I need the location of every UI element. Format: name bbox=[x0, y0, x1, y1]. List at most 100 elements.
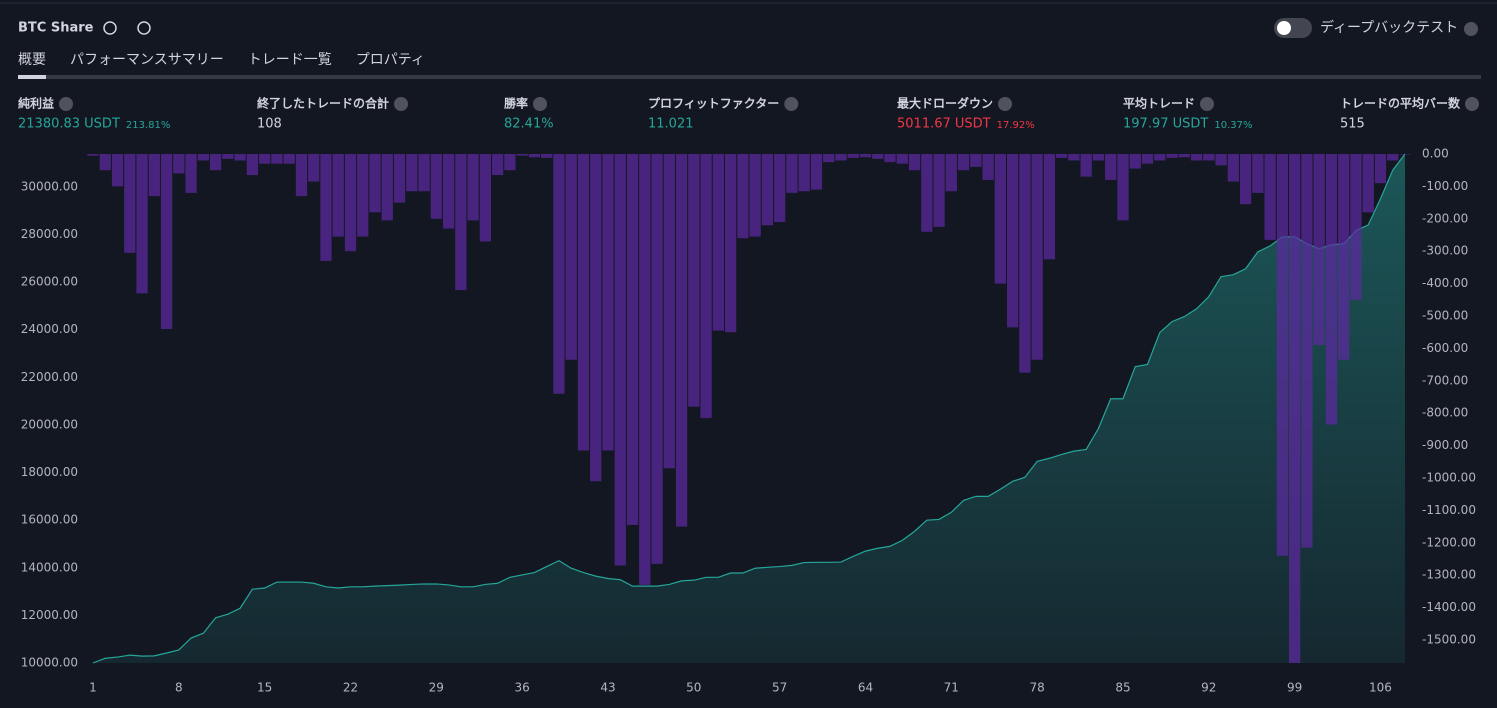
y-tick-label: 20000.00 bbox=[21, 417, 78, 431]
y-tick-label: 26000.00 bbox=[21, 275, 78, 289]
drawdown-bar bbox=[577, 154, 590, 451]
metric-label: 勝率 bbox=[504, 96, 528, 111]
metric-value: 197.97 USDT bbox=[1123, 117, 1208, 132]
drawdown-bar bbox=[675, 154, 688, 527]
info-icon[interactable] bbox=[784, 97, 799, 111]
drawdown-bar bbox=[528, 154, 541, 158]
x-tick-label: 29 bbox=[429, 681, 444, 695]
x-tick-label: 50 bbox=[686, 681, 701, 695]
drawdown-bar bbox=[1289, 154, 1301, 663]
y2-tick-label: -700.00 bbox=[1422, 373, 1468, 387]
drawdown-bar bbox=[1301, 154, 1313, 548]
drawdown-bar bbox=[1056, 154, 1068, 158]
drawdown-bar bbox=[160, 154, 173, 329]
metric-value: 5011.67 USDT bbox=[897, 117, 991, 132]
y2-tick-label: -800.00 bbox=[1422, 406, 1468, 420]
drawdown-bar bbox=[1129, 154, 1141, 169]
drawdown-bar bbox=[810, 154, 823, 190]
y-tick-label: 28000.00 bbox=[21, 227, 78, 241]
drawdown-bar bbox=[1080, 154, 1092, 177]
drawdown-bar bbox=[945, 154, 957, 192]
drawdown-bar bbox=[651, 154, 663, 564]
drawdown-bar bbox=[1166, 154, 1178, 158]
drawdown-bar bbox=[332, 154, 344, 237]
drawdown-bar bbox=[369, 154, 381, 213]
drawdown-bar bbox=[209, 154, 222, 171]
metric-value: 21380.83 USDT bbox=[18, 117, 120, 132]
metric-value: 108 bbox=[257, 117, 282, 132]
drawdown-bar bbox=[1264, 154, 1276, 240]
y2-tick-label: -500.00 bbox=[1422, 308, 1468, 322]
info-icon[interactable] bbox=[394, 97, 409, 111]
y2-tick-label: -1100.00 bbox=[1422, 503, 1476, 517]
drawdown-bar bbox=[663, 154, 675, 469]
drawdown-bar bbox=[1043, 154, 1056, 260]
drawdown-bar bbox=[516, 154, 528, 156]
drawdown-bar bbox=[884, 154, 896, 163]
drawdown-bar bbox=[1350, 154, 1362, 300]
info-icon[interactable] bbox=[998, 97, 1013, 111]
tab[interactable]: トレード一覧 bbox=[248, 51, 332, 68]
drawdown-bar bbox=[455, 154, 467, 291]
info-icon[interactable] bbox=[59, 97, 74, 111]
y-tick-label: 10000.00 bbox=[21, 656, 78, 670]
drawdown-bar bbox=[1276, 154, 1289, 556]
strategy-title[interactable]: BTC Share bbox=[18, 21, 94, 36]
y-tick-label: 14000.00 bbox=[21, 560, 78, 574]
alert-icon[interactable] bbox=[137, 21, 151, 35]
y2-tick-label: -1000.00 bbox=[1422, 470, 1476, 484]
info-icon[interactable] bbox=[1465, 97, 1480, 111]
y-tick-label: 18000.00 bbox=[21, 465, 78, 479]
drawdown-bar bbox=[712, 154, 724, 331]
metric-value: 11.021 bbox=[648, 117, 694, 132]
tab[interactable]: プロパティ bbox=[356, 52, 425, 68]
drawdown-bar bbox=[87, 154, 99, 156]
info-icon[interactable] bbox=[1200, 97, 1215, 111]
tab[interactable]: パフォーマンスサマリー bbox=[70, 52, 224, 68]
info-icon[interactable] bbox=[533, 97, 548, 111]
drawdown-bar bbox=[418, 154, 430, 192]
drawdown-bar bbox=[970, 154, 982, 167]
drawdown-bar bbox=[774, 154, 786, 223]
drawdown-bar bbox=[295, 154, 308, 197]
drawdown-bar bbox=[798, 154, 810, 192]
y-tick-label: 22000.00 bbox=[21, 370, 78, 384]
drawdown-bar bbox=[688, 154, 700, 407]
drawdown-bar bbox=[933, 154, 945, 227]
metric-label: 終了したトレードの合計 bbox=[257, 96, 389, 111]
metric-value: 82.41% bbox=[504, 117, 554, 132]
x-tick-label: 78 bbox=[1030, 681, 1045, 695]
help-icon[interactable] bbox=[1464, 22, 1478, 36]
tab[interactable]: 概要 bbox=[18, 52, 46, 68]
drawdown-bar bbox=[430, 154, 442, 219]
drawdown-bar bbox=[1117, 154, 1129, 221]
metric-label: トレードの平均バー数 bbox=[1340, 96, 1461, 111]
drawdown-bar bbox=[700, 154, 712, 419]
drawdown-bar bbox=[1092, 154, 1105, 161]
drawdown-bar bbox=[872, 154, 884, 159]
drawdown-bar bbox=[344, 154, 357, 252]
drawdown-bar bbox=[1313, 154, 1325, 346]
y2-tick-label: -1200.00 bbox=[1422, 535, 1476, 549]
metric-value: 515 bbox=[1340, 117, 1365, 132]
drawdown-bar bbox=[467, 154, 479, 221]
drawdown-bar bbox=[492, 154, 504, 176]
drawdown-bar bbox=[99, 154, 111, 171]
drawdown-bar bbox=[737, 154, 749, 239]
metric-label: 純利益 bbox=[18, 96, 54, 111]
drawdown-bar bbox=[406, 154, 418, 192]
x-tick-label: 106 bbox=[1369, 681, 1392, 695]
drawdown-bar bbox=[614, 154, 626, 566]
y-tick-label: 16000.00 bbox=[21, 513, 78, 527]
x-tick-label: 36 bbox=[515, 681, 530, 695]
y2-tick-label: -100.00 bbox=[1422, 179, 1468, 193]
drawdown-bar bbox=[173, 154, 185, 174]
deep-backtest-label: ディープバックテスト bbox=[1320, 19, 1458, 36]
drawdown-bar bbox=[234, 154, 246, 161]
y2-tick-label: -300.00 bbox=[1422, 244, 1468, 258]
y-tick-label: 12000.00 bbox=[21, 608, 78, 622]
drawdown-bar bbox=[320, 154, 332, 261]
drawdown-bar bbox=[859, 154, 872, 158]
drawdown-bar bbox=[357, 154, 369, 237]
settings-icon[interactable] bbox=[103, 21, 117, 35]
